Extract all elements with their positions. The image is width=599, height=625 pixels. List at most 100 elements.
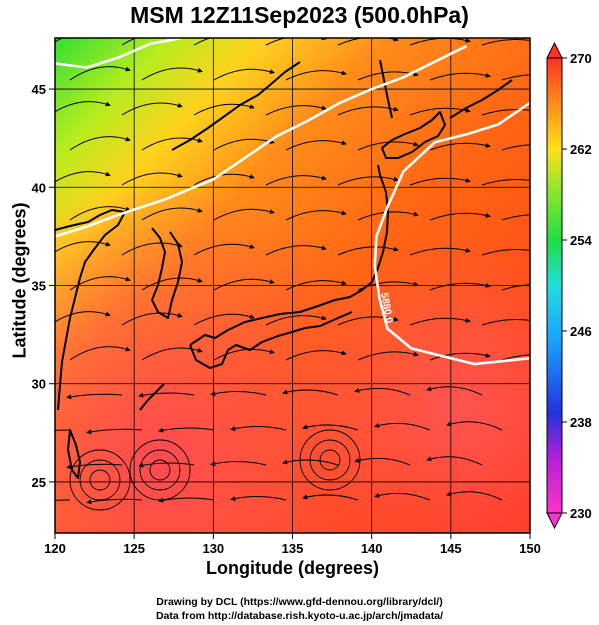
contour-line-2 [373,101,530,366]
streamline-swirl-0 [89,469,111,491]
colorbar-tick-label: 238 [570,415,592,430]
y-axis-label: Latitude (degrees) [9,202,30,359]
x-tick-label: 145 [440,541,462,556]
streamline-17 [265,105,327,116]
streamline-97 [446,491,503,501]
streamline-41 [501,214,530,221]
streamline-18 [337,106,399,116]
streamline-40 [429,212,491,221]
streamline-55 [501,284,530,291]
streamline-9 [213,68,275,81]
height-contours: 5880.0 [55,38,530,366]
coastline-7 [67,429,81,479]
streamline-swirl-1 [149,459,171,481]
streamline-swirl-2 [299,429,361,491]
streamline-swirl-2 [319,449,341,471]
colorbar: 230 238 246 254 262 270 [546,41,592,530]
y-tick-label: 25 [32,475,46,490]
streamline-92 [86,498,143,505]
streamline-88 [282,459,339,466]
colorbar-tick-label: 262 [570,142,592,157]
streamline-96 [374,492,431,501]
streamline-74 [282,389,339,396]
streamline-44 [193,243,255,256]
streamline-64 [141,347,203,361]
streamline-91 [55,499,71,501]
streamline-32 [337,176,399,186]
streamline-72 [138,392,195,398]
streamline-4 [337,38,399,46]
coastline-6 [379,59,393,119]
gridlines [55,38,530,533]
colorbar-tick-label: 230 [570,506,592,521]
streamline-31 [265,175,327,186]
streamline-35 [69,206,131,221]
streamline-34 [481,179,530,186]
y-tick-label: 35 [32,279,46,294]
streamline-8 [141,67,203,81]
x-tick-label: 125 [123,541,145,556]
streamline-51 [213,278,275,291]
streamline-63 [69,346,131,361]
streamline-7 [69,66,131,81]
coastlines [55,59,513,479]
y-tick-label: 30 [32,377,46,392]
streamline-swirl-2 [309,439,351,481]
streamline-swirl-0 [69,449,131,511]
streamline-59 [265,315,327,326]
streamline-65 [213,348,275,361]
streamline-90 [426,456,483,466]
y-tick-label: 45 [32,82,46,97]
contour-label: 5880.0 [378,292,394,324]
streamline-19 [409,107,471,116]
colorbar-body [546,57,563,514]
x-axis-ticks: 120 125 130 135 140 145 150 [44,533,541,556]
streamline-swirl-1 [139,449,181,491]
coastline-4 [55,209,126,411]
streamline-81 [302,424,359,431]
streamline-49 [69,276,131,291]
streamline-83 [446,421,503,431]
streamline-swirl-1 [129,439,191,501]
streamline-26 [429,142,491,151]
coastline-5 [171,61,301,151]
x-tick-label: 130 [202,541,224,556]
credit-drawing: Drawing by DCL (https://www.gfd-dennou.o… [156,596,443,608]
streamline-43 [121,242,183,256]
coastline-1 [189,311,353,369]
x-axis-label: Longitude (degrees) [205,558,379,578]
streamline-95 [302,494,359,501]
streamline-2 [193,38,255,46]
streamline-22 [141,137,203,151]
streamline-1 [121,38,138,46]
streamline-27 [501,144,530,151]
x-tick-label: 150 [519,541,541,556]
colorbar-tick-label: 270 [570,51,592,66]
streamline-36 [141,207,203,221]
coastline-8 [139,383,165,411]
streamline-52 [285,280,347,291]
x-tick-label: 120 [44,541,66,556]
colorbar-bottom-triangle [546,512,563,530]
streamline-94 [230,496,287,502]
x-tick-label: 140 [361,541,383,556]
coastline-9 [449,79,513,119]
streamline-15 [121,102,183,116]
streamline-13 [501,74,530,81]
y-axis-ticks: 25 30 35 40 45 [32,82,55,490]
streamline-10 [285,70,347,81]
streamline-30 [193,173,255,186]
colorbar-top-triangle [546,41,563,59]
streamline-47 [409,247,471,256]
streamline-69 [501,354,530,361]
colorbar-tick-label: 246 [570,324,592,339]
chart-title: MSM 12Z11Sep2023 (500.0hPa) [130,2,469,28]
streamline-58 [193,313,255,326]
y-tick-label: 40 [32,180,46,195]
streamline-45 [265,245,327,256]
streamline-66 [285,350,347,361]
colorbar-tick-label: 254 [570,233,592,248]
streamline-33 [409,177,471,186]
